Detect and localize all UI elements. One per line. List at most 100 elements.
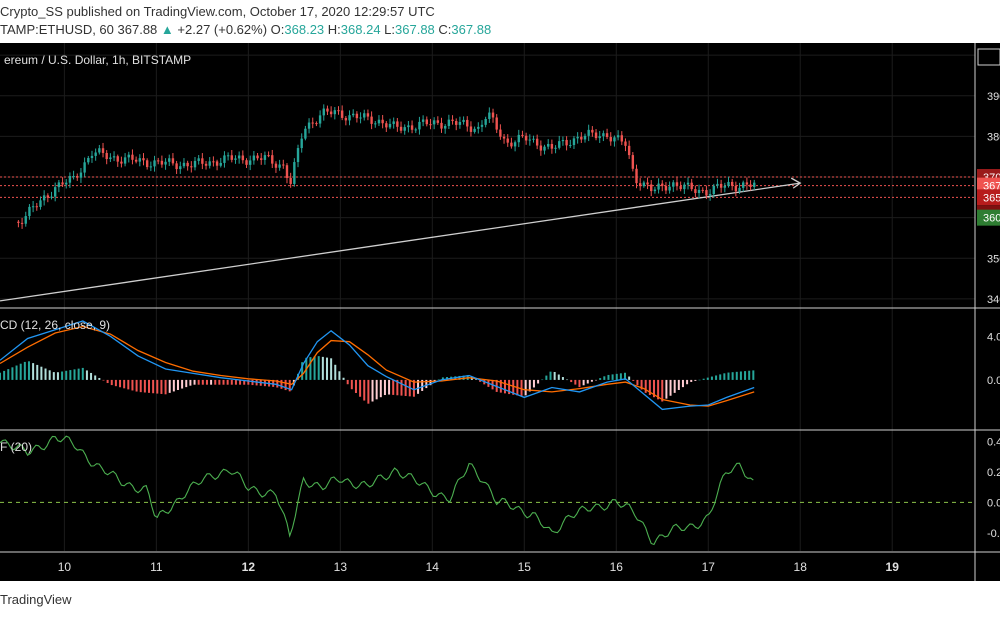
macd-pane-title: CD (12, 26, close, 9) <box>0 318 110 332</box>
price-tag-label: 360 <box>983 213 1000 225</box>
x-tick-label: 11 <box>150 560 163 574</box>
macd-histogram-bar <box>148 379 151 393</box>
candle-body <box>171 158 175 164</box>
macd-histogram-bar <box>574 379 577 385</box>
macd-histogram-bar <box>537 379 540 384</box>
candle-body <box>421 119 425 122</box>
candle-body <box>322 108 325 116</box>
scale-button <box>977 48 1000 66</box>
macd-histogram-bar <box>139 379 142 393</box>
price-y-tick-label: 380 <box>987 131 1000 143</box>
candle-body <box>635 168 638 184</box>
candle-body <box>719 183 723 188</box>
candle-body <box>28 206 31 217</box>
candle-body <box>260 158 263 160</box>
candle-body <box>543 146 546 151</box>
candle-body <box>469 126 473 132</box>
macd-histogram-bar <box>284 379 287 391</box>
x-tick-label: 14 <box>426 560 440 574</box>
candle-body <box>499 129 502 137</box>
candle-body <box>193 160 197 168</box>
macd-histogram-bar <box>127 379 130 390</box>
macd-histogram-bar <box>222 379 225 385</box>
macd-y-tick-label: 0.0 <box>987 375 1000 387</box>
candle-body <box>539 145 543 151</box>
candle-body <box>127 154 130 158</box>
macd-histogram-bar <box>313 356 316 380</box>
candle-body <box>407 125 410 128</box>
candle-body <box>53 187 57 197</box>
candle-body <box>602 133 605 137</box>
candle-body <box>50 196 53 198</box>
macd-histogram-bar <box>549 371 552 380</box>
macd-histogram-bar <box>110 379 113 386</box>
macd-histogram-bar <box>210 379 213 385</box>
macd-histogram-bar <box>123 379 126 389</box>
candle-body <box>131 154 134 160</box>
candle-body <box>204 163 208 166</box>
candle-body <box>572 138 576 146</box>
last-price: 367.88 <box>117 22 158 37</box>
candle-body <box>723 185 727 188</box>
macd-histogram-bar <box>437 379 440 380</box>
high-label: H: <box>327 22 341 37</box>
candle-body <box>554 147 557 149</box>
macd-histogram-bar <box>181 379 184 389</box>
macd-histogram-bar <box>325 357 328 380</box>
open-value: 368.23 <box>284 22 325 37</box>
candle-body <box>112 156 116 158</box>
x-tick-label: 16 <box>610 560 624 574</box>
macd-histogram-bar <box>520 379 523 397</box>
macd-histogram-bar <box>590 379 593 382</box>
candle-body <box>403 127 406 131</box>
macd-histogram-bar <box>309 357 312 380</box>
candle-body <box>219 162 222 166</box>
macd-histogram-bar <box>367 379 370 404</box>
candle-body <box>304 128 307 139</box>
macd-histogram-bar <box>412 379 415 397</box>
candle-body <box>708 194 712 196</box>
candle-body <box>547 143 550 147</box>
macd-histogram-bar <box>686 379 689 385</box>
candle-body <box>142 158 145 161</box>
macd-histogram-bar <box>156 379 159 394</box>
macd-histogram-bar <box>640 379 643 390</box>
macd-histogram-bar <box>152 379 155 394</box>
macd-histogram-bar <box>143 379 146 393</box>
candle-body <box>296 148 300 163</box>
macd-histogram-bar <box>561 377 564 380</box>
low-value: 367.88 <box>395 22 435 37</box>
macd-histogram-bar <box>69 370 72 380</box>
candle-body <box>46 195 50 198</box>
macd-histogram-bar <box>681 379 684 388</box>
macd-histogram-bar <box>119 379 122 388</box>
macd-histogram-bar <box>421 379 424 391</box>
x-tick-label: 17 <box>702 560 716 574</box>
chart-canvas[interactable]: 1011121314151617181940039038037036035034… <box>0 43 1000 581</box>
candle-body <box>734 185 738 192</box>
candle-body <box>134 159 138 162</box>
macd-histogram-bar <box>706 377 709 380</box>
candle-body <box>208 161 211 166</box>
macd-histogram-bar <box>648 379 651 396</box>
macd-histogram-bar <box>508 379 511 395</box>
candle-body <box>355 113 359 119</box>
macd-histogram-bar <box>321 356 324 380</box>
candle-body <box>285 165 289 178</box>
candle-body <box>561 139 565 142</box>
macd-histogram-bar <box>599 378 602 380</box>
macd-histogram-bar <box>338 371 341 380</box>
macd-histogram-bar <box>7 369 10 380</box>
candle-body <box>657 183 660 190</box>
macd-histogram-bar <box>94 375 97 380</box>
candle-body <box>712 185 715 195</box>
candle-body <box>274 163 278 168</box>
candle-body <box>370 116 373 124</box>
macd-histogram-bar <box>665 379 668 399</box>
macd-histogram-bar <box>528 379 531 392</box>
candle-body <box>532 138 535 140</box>
axes: 1011121314151617181940039038037036035034… <box>58 48 1000 574</box>
ohlc-legend: TAMP:ETHUSD, 60 367.88 ▲ +2.27 (+0.62%) … <box>0 22 491 37</box>
candle-body <box>462 119 465 122</box>
candle-body <box>293 162 296 184</box>
